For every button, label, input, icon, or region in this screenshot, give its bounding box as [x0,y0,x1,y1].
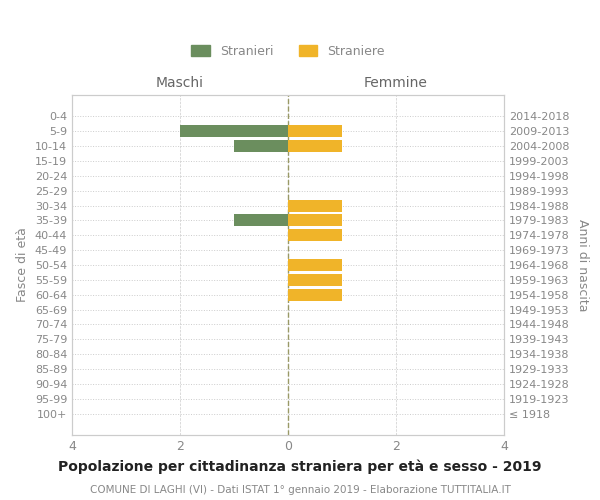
Bar [288,140,342,152]
Bar [288,230,342,241]
Y-axis label: Anni di nascita: Anni di nascita [576,219,589,311]
Bar [288,200,342,211]
Bar [180,126,288,137]
Bar [234,214,288,226]
Text: Femmine: Femmine [364,76,428,90]
Bar [288,289,342,300]
Bar [288,259,342,271]
Bar [288,274,342,286]
Text: Maschi: Maschi [156,76,204,90]
Bar [288,214,342,226]
Bar [288,126,342,137]
Text: COMUNE DI LAGHI (VI) - Dati ISTAT 1° gennaio 2019 - Elaborazione TUTTITALIA.IT: COMUNE DI LAGHI (VI) - Dati ISTAT 1° gen… [89,485,511,495]
Bar [234,140,288,152]
Y-axis label: Fasce di età: Fasce di età [16,228,29,302]
Legend: Stranieri, Straniere: Stranieri, Straniere [186,40,390,63]
Text: Popolazione per cittadinanza straniera per età e sesso - 2019: Popolazione per cittadinanza straniera p… [58,460,542,474]
